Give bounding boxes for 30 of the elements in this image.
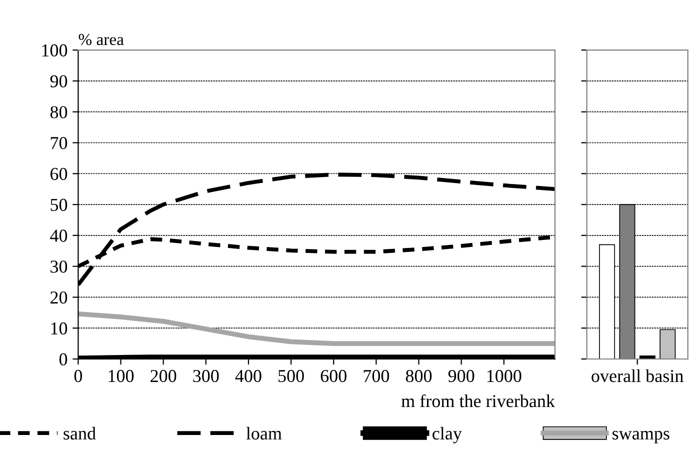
y-tick-label: 0 [59, 353, 68, 366]
y-tick-label: 70 [50, 136, 68, 150]
y-tick-label: 10 [51, 322, 68, 335]
x-tick-label: 300 [193, 370, 219, 382]
y-tick-label: 40 [50, 230, 68, 242]
x-tick-label: 900 [448, 370, 474, 382]
y-tick-label: 50 [50, 198, 68, 211]
x-tick-label: 1000 [487, 370, 522, 382]
y-tick-label: 20 [50, 291, 68, 304]
line-series [78, 311, 555, 346]
x-tick-label: 200 [150, 370, 176, 382]
x-axis-title: m from the riverbank [401, 394, 555, 408]
x-tick-label: 700 [364, 370, 390, 382]
x-tick-label: overall basin [592, 369, 684, 382]
legend-label: clay [432, 426, 462, 444]
x-tick-label: 600 [320, 370, 346, 382]
legend-label: swamps [612, 430, 670, 444]
x-tick-label: 500 [278, 370, 304, 382]
legend-label: sand [64, 426, 96, 440]
x-tick-label: 0 [74, 370, 82, 382]
y-tick-label: 30 [50, 260, 68, 273]
y-axis-title: % area [78, 34, 124, 46]
x-tick-label: 100 [108, 370, 134, 382]
x-tick-label: 800 [406, 370, 432, 382]
y-tick-label: 90 [50, 75, 68, 88]
y-tick-label: 60 [50, 168, 68, 180]
y-tick-label: 100 [42, 44, 68, 56]
x-tick-label: 400 [235, 370, 262, 382]
legend-label: loam [246, 426, 282, 440]
y-tick-label: 80 [50, 106, 68, 118]
